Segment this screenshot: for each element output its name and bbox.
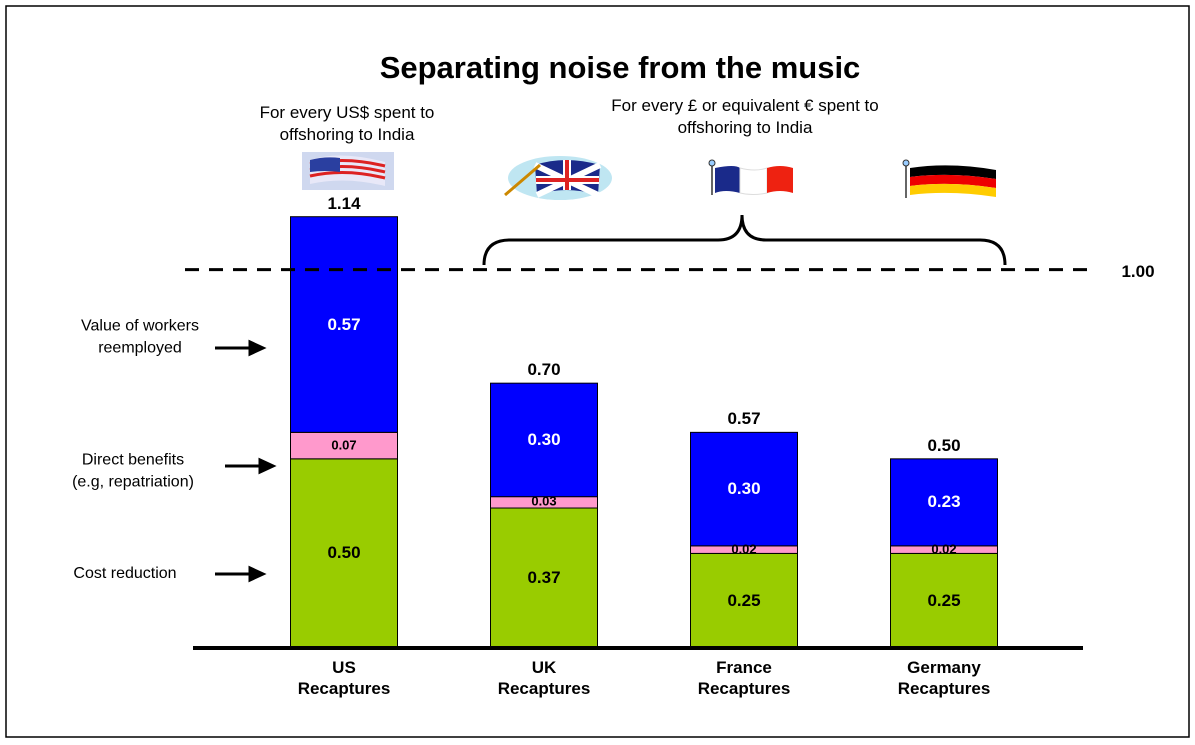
value-label: 0.23 xyxy=(927,492,961,512)
value-label: 0.25 xyxy=(927,590,961,610)
total-label: 0.50 xyxy=(927,435,961,455)
legend-label: Direct benefits (e.g, repatriation) xyxy=(72,451,194,490)
annotation: For every £ or equivalent € spent to off… xyxy=(611,95,879,137)
value-label: 0.25 xyxy=(727,590,761,610)
chart-title: Separating noise from the music xyxy=(379,49,861,85)
bar-segment xyxy=(890,458,998,547)
bar-segment xyxy=(290,458,398,649)
legend-label: Cost reduction xyxy=(73,565,177,583)
legend-label: Value of workers reemployed xyxy=(81,317,199,356)
x-tick-label: Germany Recaptures xyxy=(897,657,991,698)
france-flag xyxy=(708,159,793,195)
value-label: 0.50 xyxy=(327,543,361,563)
x-tick-label: UK Recaptures xyxy=(497,657,591,698)
total-label: 0.57 xyxy=(727,409,761,429)
reference-label: 1.00 xyxy=(1121,261,1155,281)
frame xyxy=(5,5,1190,738)
value-label: 0.03 xyxy=(531,493,557,509)
value-label: 0.30 xyxy=(727,479,761,499)
uk-flag xyxy=(504,156,612,200)
bar-segment xyxy=(890,552,998,649)
annotation: For every US$ spent to offshoring to Ind… xyxy=(259,102,435,144)
us-flag xyxy=(302,152,394,190)
value-label: 0.02 xyxy=(731,541,757,557)
value-label: 0.37 xyxy=(527,567,561,587)
value-label: 0.30 xyxy=(527,429,561,449)
legend-arrows xyxy=(215,339,277,583)
total-label: 1.14 xyxy=(327,193,361,213)
bar-segment xyxy=(490,382,598,498)
brace xyxy=(482,214,1007,266)
bar-segment xyxy=(690,431,798,547)
germany-flag xyxy=(902,159,996,198)
value-label: 0.02 xyxy=(931,541,957,557)
x-tick-label: France Recaptures xyxy=(697,657,791,698)
value-label: 0.57 xyxy=(327,314,361,334)
bar-segment xyxy=(290,216,398,433)
total-label: 0.70 xyxy=(527,360,561,380)
x-tick-label: US Recaptures xyxy=(297,657,391,698)
value-label: 0.07 xyxy=(331,437,357,453)
bar-segment xyxy=(690,552,798,649)
